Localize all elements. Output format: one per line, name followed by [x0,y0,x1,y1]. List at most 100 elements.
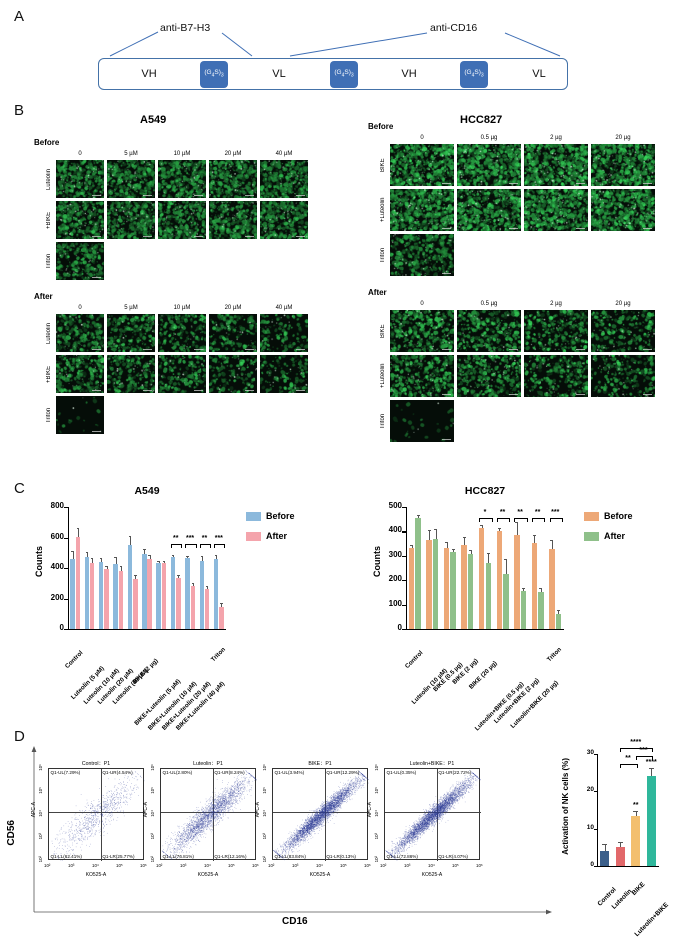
scale-bar [92,390,101,391]
micrograph-image [260,314,308,352]
chart-error-bar [481,524,483,528]
nk-significance-label: *** [639,747,648,754]
chart-bar [467,554,474,629]
chart-y-tick [402,507,407,509]
micrograph-image [56,396,104,434]
chart-error-cap [90,557,94,559]
panel-c-letter: C [14,480,25,497]
chart-error-bar [120,565,122,572]
panel-d: D CD56 CD16 Control：P1 Q1-UL(7.29%) Q1-UR(… [0,720,675,951]
scale-bar [509,349,518,350]
flow-x-axis-label: KO525-A [197,872,219,878]
scale-bar [92,277,101,278]
chart-error-bar [523,587,525,591]
flow-scatter-points [273,769,369,861]
chart-error-bar [429,530,431,541]
flow-plot-area[interactable]: Q1-UL(2.80%) Q1-UR(8.24%) Q1-LL(76.81%) Q1-… [160,768,257,861]
nk-chart-x-axis [597,866,659,868]
micrograph-image [209,355,257,393]
significance-bracket [185,543,197,548]
chart-error-cap [143,548,146,550]
chart-error-cap [205,586,209,588]
flow-plot-title: BIKE：P1 [308,761,332,767]
chart-bar [549,549,555,629]
chart-y-tick-label: 800 [50,501,64,510]
nk-chart-y-tick-label: 10 [586,823,594,831]
micrograph-image [56,355,104,393]
chart-error-bar [551,539,553,550]
scale-bar [442,183,451,184]
scale-bar [442,228,451,229]
chart-y-tick [64,537,69,539]
chart-bar [133,578,138,629]
chart-error-cap [462,537,466,539]
quadrant-stat-ll: Q1-LL(62.41%) [50,854,82,859]
chart-error-bar [411,545,413,549]
chart-error-bar [505,558,507,574]
nk-significance-over-bar: **** [645,758,657,766]
chart-error-cap [105,565,108,567]
significance-bracket [479,517,493,522]
flow-x-tick-label: 10⁵ [116,863,123,868]
construct-label-anti-b7h3: anti-B7-H3 [160,22,211,34]
nk-chart-y-tick-label: 30 [586,749,594,756]
chart-error-bar [470,549,472,555]
flow-plot-area[interactable]: Q1-UL(7.29%) Q1-UR(4.54%) Q1-LL(62.41%) Q1-… [48,768,145,861]
chart-error-bar [86,552,88,558]
nk-significance-bracket [620,748,654,752]
panel-b-letter: B [14,102,25,119]
micrograph-column-header: 0 [420,301,424,307]
quadrant-stat-ul: Q1-UL(2.80%) [162,770,193,775]
micrograph-image [260,201,308,239]
flow-x-tick-label: 10³ [68,863,75,868]
chart-bar [503,573,509,629]
significance-bracket [514,517,528,522]
significance-label: *** [214,534,223,542]
chart-legend-item[interactable]: After [246,531,287,541]
chart-x-category-label: Triton [546,646,564,664]
scale-bar [643,394,652,395]
micrograph-image [209,160,257,198]
quadrant-stat-ur: Q1-UR(8.24%) [214,770,245,775]
micrograph-image [457,355,521,397]
chart-bar [89,563,95,629]
chart-legend-item[interactable]: Before [584,511,633,521]
domain-linker-1: (G4S)3 [200,60,228,88]
micrograph-group-title-a549: A549 [140,114,167,126]
chart-bar [142,554,147,629]
flow-x-tick-label: 10³ [404,863,411,868]
chart-bar [538,592,544,629]
scale-bar [576,183,585,184]
flow-x-tick-label: 10⁶ [252,863,259,868]
chart-bar [147,558,152,629]
chart-error-bar [101,557,103,562]
scale-bar [509,183,518,184]
micrograph-column-header: 0 [420,135,424,141]
scale-bar [576,228,585,229]
chart-legend-item[interactable]: After [584,531,625,541]
significance-bracket [171,543,183,548]
chart-y-tick [402,555,407,557]
micrograph-image [390,355,454,397]
micrograph-column-header: 5 µM [124,305,138,311]
chart-legend-item[interactable]: Before [246,511,295,521]
micrograph-image [390,144,454,186]
micrograph-image [457,189,521,231]
chart-error-bar [173,554,175,558]
flow-plot-area[interactable]: Q1-UL(3.94%) Q1-UR(12.29%) Q1-LL(83.84%) Q1… [272,768,369,861]
legend-label: Before [604,511,633,521]
panel-b: B A549 HCC827 Before 0 5 µM 10 µM 20 µM 40 µM… [0,100,675,475]
quadrant-stat-ur: Q1-UR(12.29%) [326,770,360,775]
nk-chart-error-bar [651,767,653,777]
quadrant-stat-ll: Q1-LL(76.81%) [162,854,194,859]
legend-swatch [246,531,261,541]
domain-vh-1: VH [141,68,157,80]
construct-label-anti-cd16: anti-CD16 [430,22,478,34]
chart-y-tick-label: 0 [397,623,402,632]
flow-y-tick-label: 10⁴ [374,810,379,817]
flow-plot-title: Luteolin+BIKE：P1 [409,761,455,767]
flow-plot-area[interactable]: Q1-UL(0.35%) Q1-UR(22.72%) Q1-LL(72.86%) Q1… [384,768,481,861]
micrograph-image [107,355,155,393]
linker-text-1: (G4S)3 [204,69,224,79]
nk-chart-y-tick [594,791,598,793]
